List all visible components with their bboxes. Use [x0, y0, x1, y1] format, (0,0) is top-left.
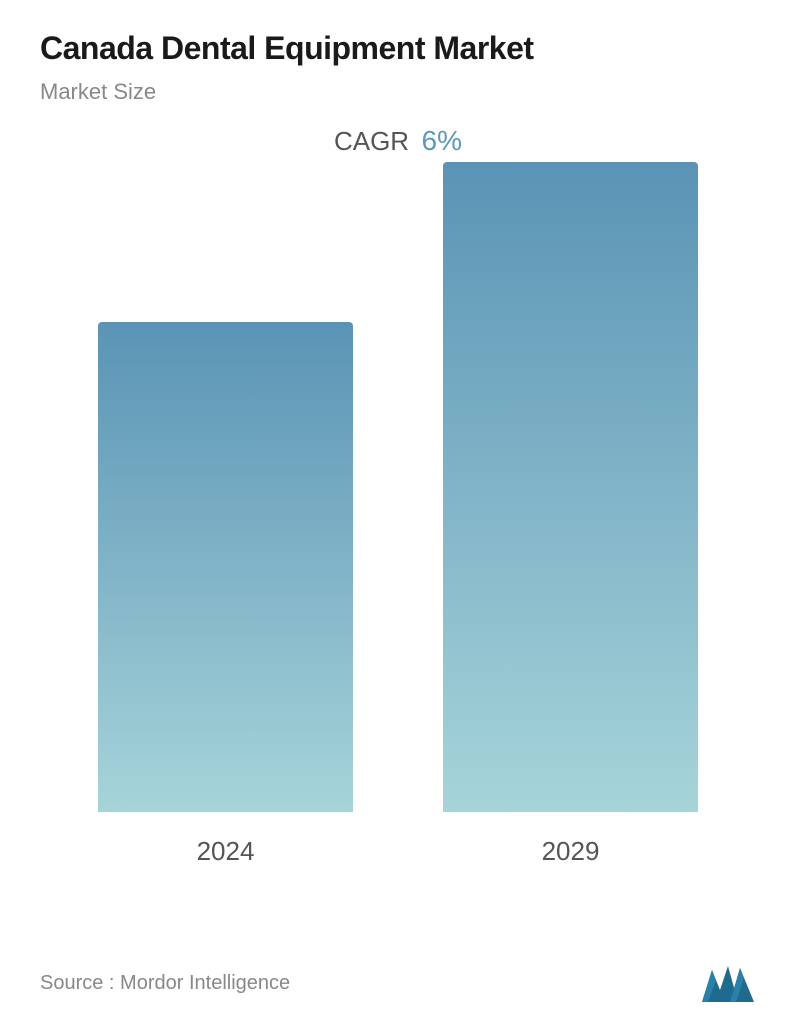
footer: Source : Mordor Intelligence: [40, 962, 756, 1004]
bar-group-0: 2024: [98, 322, 353, 867]
source-text: Source : Mordor Intelligence: [40, 972, 290, 995]
cagr-label: CAGR: [334, 126, 409, 156]
bar-group-1: 2029: [443, 162, 698, 867]
subtitle: Market Size: [40, 79, 756, 105]
bar-0: [98, 322, 353, 812]
bar-1: [443, 162, 698, 812]
mordor-logo-icon: [700, 962, 756, 1004]
cagr-value: 6%: [422, 125, 462, 156]
cagr-container: CAGR 6%: [40, 125, 756, 157]
bar-label-1: 2029: [542, 836, 600, 867]
source-label: Source :: [40, 972, 114, 994]
page-title: Canada Dental Equipment Market: [40, 30, 756, 67]
bar-label-0: 2024: [197, 836, 255, 867]
source-name: Mordor Intelligence: [120, 972, 290, 994]
bar-chart: 2024 2029: [40, 187, 756, 867]
